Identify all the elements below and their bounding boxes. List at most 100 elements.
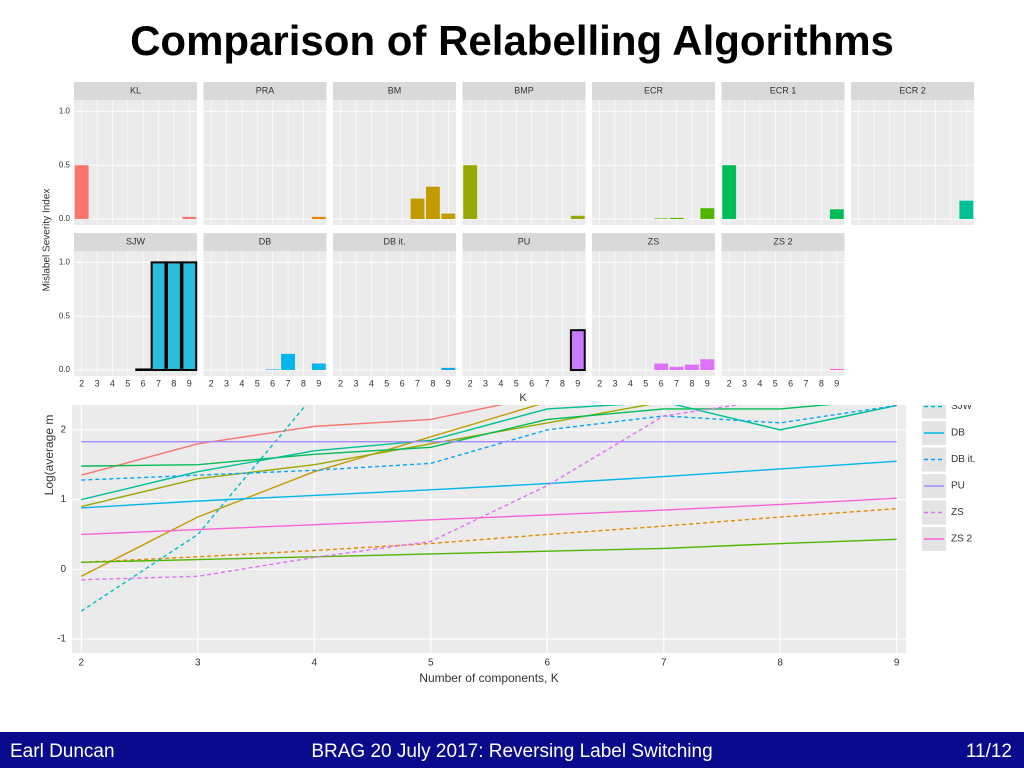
- x-tick-label: 2: [468, 378, 473, 388]
- legend-label: ZS: [951, 507, 964, 518]
- x-tick-label: 9: [316, 378, 321, 388]
- x-tick-label: 4: [498, 378, 503, 388]
- facet-label: BM: [388, 85, 402, 95]
- facet-panel: [333, 251, 456, 376]
- bar: [669, 366, 684, 370]
- x-axis-label: K: [519, 392, 527, 404]
- series-line: [81, 460, 897, 509]
- bar: [829, 368, 844, 370]
- x-tick-label: 9: [894, 658, 900, 669]
- x-tick-label: 8: [689, 378, 694, 388]
- facet-panel: [851, 100, 974, 225]
- x-tick-label: 8: [560, 378, 565, 388]
- x-tick-label: 2: [727, 378, 732, 388]
- x-tick-label: 7: [156, 378, 161, 388]
- facet-label: ZS 2: [773, 236, 792, 246]
- x-tick-label: 9: [446, 378, 451, 388]
- x-tick-label: 4: [628, 378, 633, 388]
- bar: [441, 367, 456, 370]
- facet-strip: [721, 233, 845, 251]
- bar: [570, 215, 585, 219]
- bar: [265, 369, 280, 370]
- y-tick-label: 0.5: [59, 160, 71, 169]
- x-tick-label: 5: [255, 378, 260, 388]
- bar: [463, 165, 478, 219]
- bar: [182, 216, 197, 219]
- bar: [685, 364, 699, 370]
- legend-label: PU: [951, 481, 965, 492]
- facet-strip: [74, 233, 197, 251]
- y-tick-label: 1.0: [59, 106, 71, 115]
- x-tick-label: 8: [819, 378, 824, 388]
- bar: [166, 261, 182, 371]
- facet-panel: [721, 251, 845, 376]
- series-line: [81, 395, 897, 577]
- bar: [150, 261, 167, 371]
- footer-page: 11/12: [966, 741, 1012, 762]
- x-tick-label: 4: [239, 378, 244, 388]
- y-tick-label: 2: [60, 425, 66, 436]
- facet-label: KL: [130, 85, 141, 95]
- x-tick-label: 2: [338, 378, 343, 388]
- x-tick-label: 9: [575, 378, 580, 388]
- bar: [829, 209, 844, 219]
- facet-strip: [203, 82, 327, 100]
- series-line: [81, 404, 897, 481]
- facet-strip: [203, 233, 327, 251]
- x-tick-label: 3: [742, 378, 747, 388]
- series-lines: [80, 395, 897, 612]
- x-tick-label: 3: [224, 378, 229, 388]
- y-tick-label: 0: [60, 564, 66, 575]
- facet-panel: [462, 100, 586, 225]
- x-tick-label: 6: [270, 378, 275, 388]
- bar: [311, 363, 326, 370]
- legend-label: ZS 2: [951, 534, 973, 545]
- series-line: [81, 395, 897, 476]
- facet-strip: [462, 233, 586, 251]
- bar-chart: KL 0.0 0.5 1.0 PRA BM BMP ECR ECR 1 ECR 2 SJW 0.0 0.…: [38, 76, 984, 405]
- x-tick-label: 7: [286, 378, 291, 388]
- x-tick-label: 3: [195, 658, 201, 669]
- x-tick-label: 6: [400, 378, 405, 388]
- x-tick-label: 7: [415, 378, 420, 388]
- facet-strip: [333, 233, 456, 251]
- y-tick-label: 0.0: [59, 214, 71, 223]
- x-tick-label: 6: [788, 378, 793, 388]
- facet-label: DB it.: [383, 236, 405, 246]
- series-line: [81, 507, 897, 564]
- facet-label: BMP: [514, 85, 534, 95]
- bar: [722, 165, 737, 219]
- facet-panel: [592, 251, 715, 376]
- facet-label: SJW: [126, 236, 146, 246]
- y-tick-label: 0.5: [59, 311, 71, 320]
- x-tick-label: 5: [428, 658, 434, 669]
- legend-label: DB: [951, 428, 965, 439]
- bar: [669, 217, 684, 219]
- x-tick-label: 9: [705, 378, 710, 388]
- x-tick-label: 4: [110, 378, 115, 388]
- facet-panel: [721, 100, 845, 225]
- facet-label: PU: [518, 236, 531, 246]
- series-line: [81, 497, 897, 536]
- facet-strip: [333, 82, 456, 100]
- x-tick-label: 5: [514, 378, 519, 388]
- bar: [74, 165, 89, 219]
- bar: [311, 216, 326, 219]
- series-line: [81, 538, 897, 564]
- facet-panel: [74, 100, 197, 225]
- x-tick-label: 7: [545, 378, 550, 388]
- x-tick-label: 3: [613, 378, 618, 388]
- bar: [181, 261, 198, 371]
- x-axis-label: Number of components, K: [419, 671, 558, 685]
- x-tick-label: 2: [209, 378, 214, 388]
- x-tick-label: 8: [777, 658, 783, 669]
- bar: [569, 329, 586, 371]
- x-tick-label: 8: [301, 378, 306, 388]
- bar: [700, 359, 715, 370]
- legend-label: DB it.: [951, 454, 975, 465]
- facet-panel: [462, 251, 586, 376]
- bar: [959, 200, 974, 219]
- facet-label: DB: [259, 236, 272, 246]
- facet-strip: [74, 82, 197, 100]
- x-tick-label: 8: [430, 378, 435, 388]
